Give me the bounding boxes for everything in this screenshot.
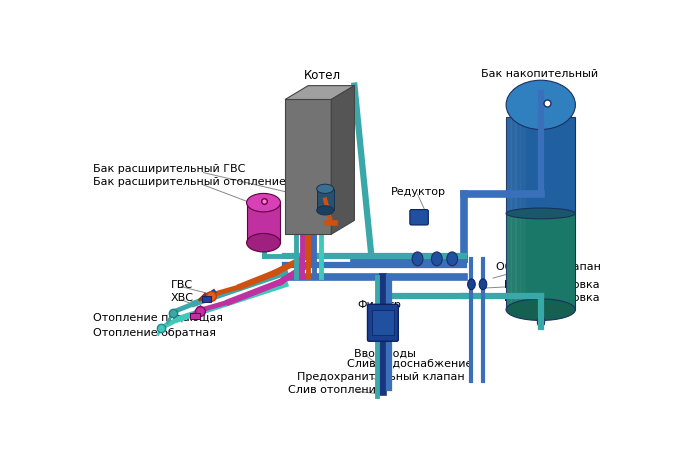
Text: Предохранительный клапан: Предохранительный клапан (297, 372, 464, 382)
Text: Ввод воды: Ввод воды (355, 348, 416, 358)
Bar (372, 310, 394, 335)
Text: Водоподготовка: Водоподготовка (504, 279, 601, 289)
Bar (511, 117, 517, 310)
Bar (202, 296, 211, 302)
Bar (247, 203, 281, 243)
Ellipse shape (317, 184, 334, 193)
Ellipse shape (247, 193, 281, 212)
Ellipse shape (447, 252, 458, 266)
Bar (506, 117, 576, 213)
Ellipse shape (468, 279, 475, 290)
Text: Водоподготовка: Водоподготовка (504, 292, 601, 302)
FancyBboxPatch shape (367, 304, 398, 341)
Text: Бак расширительный отопление: Бак расширительный отопление (93, 177, 285, 187)
Ellipse shape (506, 299, 576, 320)
Text: Обратный клапан: Обратный клапан (496, 261, 601, 272)
Text: Бак расширительный ГВС: Бак расширительный ГВС (93, 164, 245, 174)
Bar (506, 117, 513, 310)
Text: Отопление обратная: Отопление обратная (93, 328, 216, 338)
Text: Слив водоснабжение: Слив водоснабжение (346, 358, 472, 368)
Polygon shape (285, 86, 355, 99)
Bar (317, 189, 334, 210)
Bar (191, 313, 199, 319)
Polygon shape (285, 99, 332, 234)
Text: Отопление подающая: Отопление подающая (93, 312, 222, 322)
Bar (506, 213, 576, 310)
Text: ХВС: ХВС (171, 293, 194, 303)
Ellipse shape (479, 279, 487, 290)
Ellipse shape (506, 80, 576, 129)
Ellipse shape (317, 206, 334, 215)
Text: Бак накопительный: Бак накопительный (481, 69, 599, 79)
Text: Фильтр: Фильтр (357, 300, 401, 310)
Ellipse shape (247, 233, 281, 252)
Text: Слив отопление: Слив отопление (288, 385, 383, 395)
Bar (520, 117, 526, 310)
Polygon shape (332, 86, 355, 234)
Text: ГВС: ГВС (171, 280, 193, 290)
Bar (515, 117, 521, 310)
Ellipse shape (506, 208, 576, 219)
Text: Редуктор: Редуктор (391, 187, 445, 197)
FancyBboxPatch shape (410, 209, 428, 225)
Ellipse shape (412, 252, 423, 266)
Ellipse shape (431, 252, 442, 266)
Text: Котел: Котел (304, 69, 342, 82)
